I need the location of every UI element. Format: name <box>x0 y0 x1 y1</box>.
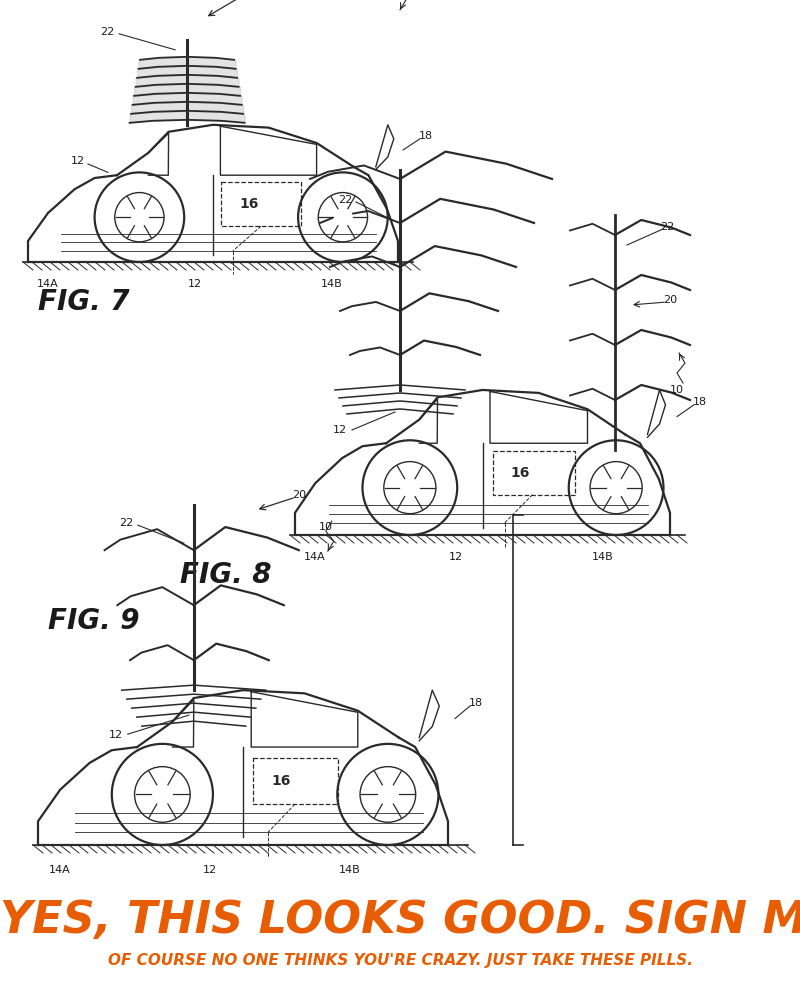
Text: 14A: 14A <box>304 552 326 562</box>
Text: 22: 22 <box>118 519 133 529</box>
Text: FIG. 7: FIG. 7 <box>38 288 130 316</box>
Text: 22: 22 <box>660 222 674 232</box>
Text: 20: 20 <box>663 295 677 305</box>
Text: 22: 22 <box>338 195 352 205</box>
Text: 14B: 14B <box>321 279 342 289</box>
Text: 12: 12 <box>187 279 202 289</box>
Text: 18: 18 <box>693 397 707 407</box>
Text: 12: 12 <box>203 865 218 875</box>
Text: 18: 18 <box>419 131 433 141</box>
Text: 20: 20 <box>292 490 306 500</box>
Circle shape <box>130 207 150 227</box>
Circle shape <box>399 477 420 498</box>
Circle shape <box>333 207 353 227</box>
Text: 14A: 14A <box>49 865 71 875</box>
Circle shape <box>377 783 399 806</box>
Text: 14B: 14B <box>592 552 614 562</box>
Text: FIG. 8: FIG. 8 <box>180 561 271 589</box>
Text: 10: 10 <box>670 385 684 395</box>
Text: FIG. 9: FIG. 9 <box>48 607 139 635</box>
Text: OF COURSE NO ONE THINKS YOU'RE CRAZY. JUST TAKE THESE PILLS.: OF COURSE NO ONE THINKS YOU'RE CRAZY. JU… <box>107 953 693 968</box>
Text: 16: 16 <box>511 465 530 479</box>
Text: 16: 16 <box>271 774 290 788</box>
Text: 10: 10 <box>318 523 333 533</box>
Circle shape <box>151 783 174 806</box>
Text: 22: 22 <box>100 27 114 37</box>
Text: 18: 18 <box>469 697 483 708</box>
Text: 12: 12 <box>333 425 347 435</box>
Text: 14A: 14A <box>37 279 59 289</box>
Circle shape <box>606 477 626 498</box>
Text: 12: 12 <box>71 156 85 166</box>
Text: 12: 12 <box>449 552 463 562</box>
Text: 14B: 14B <box>338 865 361 875</box>
Text: 16: 16 <box>239 197 258 211</box>
Text: 12: 12 <box>109 731 123 740</box>
Text: YES, YES, THIS LOOKS GOOD. SIGN ME UP.: YES, YES, THIS LOOKS GOOD. SIGN ME UP. <box>0 898 800 942</box>
